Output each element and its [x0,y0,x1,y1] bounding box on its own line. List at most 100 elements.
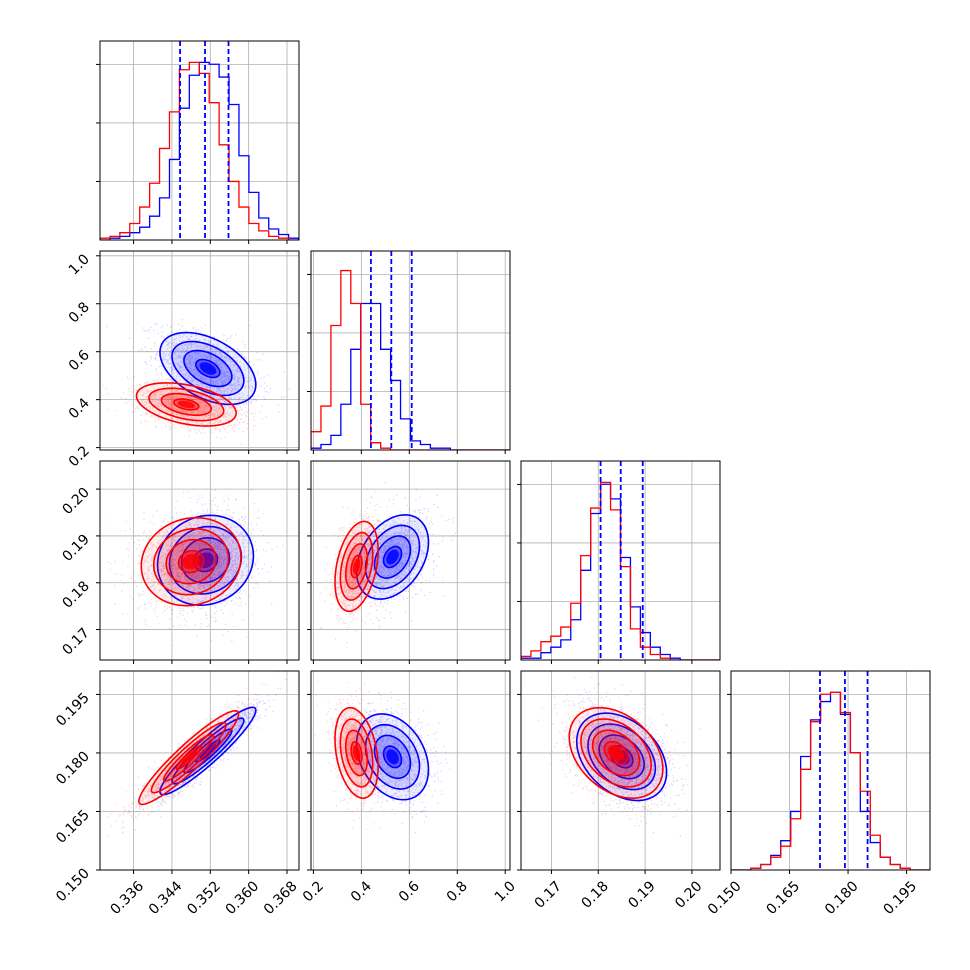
panel-frame [520,670,721,871]
x-tick-label: 0.8 [444,878,471,905]
contour-red [334,706,379,800]
contour-red [135,382,237,427]
contour-blue [183,728,233,774]
density-core-red [352,745,361,761]
x-tick-label: 0.165 [763,878,803,918]
x-tick-label: 0.344 [146,878,186,918]
contour-blue [195,358,221,379]
y-tick-label: 0.18 [59,578,92,611]
scatter-panel-1-0 [100,251,299,450]
histogram-red-series [100,61,299,240]
contour-red [177,549,205,574]
scatter-panel-3-1 [311,671,510,870]
y-tick-label: 0.17 [59,625,92,658]
histogram-blue-series [100,61,299,240]
contour-red [350,554,363,579]
contour-blue [168,525,243,595]
histogram-panel-3 [731,671,930,870]
x-tick-label: 0.368 [261,878,301,918]
x-tick-label: 0.180 [822,878,862,918]
contour-red [603,740,629,766]
contour-red [160,392,213,417]
panel-frame [99,250,300,451]
histogram-panel-2 [521,461,720,660]
y-tick-label: 0.19 [59,531,92,564]
contour-red [148,387,225,422]
panel-frame [310,670,511,871]
contour-blue [373,535,412,579]
contour-red [173,398,200,411]
x-tick-label: 0.336 [108,878,148,918]
x-tick-label: 0.360 [223,878,263,918]
density-core-red [179,749,198,766]
contour-red [140,516,242,607]
histogram-panel-0 [100,41,299,240]
scatter-panel-2-0 [100,461,299,660]
contour-red [339,718,374,788]
density-core-blue [386,749,399,765]
density-core-blue [386,549,399,565]
x-tick-label: 0.4 [348,878,375,905]
contour-red [350,740,363,766]
histogram-red-series [311,269,510,450]
x-tick-label: 0.150 [705,878,745,918]
contour-red [580,718,652,788]
panel-frame [520,460,721,661]
x-tick-label: 0.20 [672,878,705,911]
x-tick-label: 1.0 [492,878,519,905]
x-tick-label: 0.19 [625,878,658,911]
contour-blue [382,745,403,769]
contour-red [165,538,217,585]
density-core-red [182,553,200,570]
y-tick-label: 0.195 [53,690,93,730]
panel-frame [730,670,931,871]
contour-blue [183,349,233,388]
panel-frame [99,670,300,871]
contour-red [344,729,369,777]
y-tick-label: 0.6 [66,347,93,374]
y-tick-label: 0.4 [66,395,93,422]
contour-blue [171,340,245,397]
density-core-blue [197,552,214,569]
y-tick-label: 1.0 [66,251,93,278]
scatter-points-blue [326,691,451,834]
panel-frame [310,460,511,661]
histogram-blue-series [731,691,930,870]
contour-red [138,710,240,806]
y-tick-label: 0.20 [59,485,92,518]
contour-red [175,745,202,771]
contour-red [339,531,374,601]
panel-frame [99,460,300,661]
y-tick-label: 0.165 [53,807,93,847]
x-tick-label: 0.18 [579,878,612,911]
density-core-red [352,558,361,575]
histogram-blue-series [311,302,510,450]
contour-blue [156,514,255,607]
y-tick-label: 0.180 [53,748,93,788]
contour-red [152,527,230,596]
density-core-blue [199,362,217,375]
scatter-points-blue [106,319,290,432]
contour-blue [382,545,403,569]
contour-blue [373,734,412,780]
x-tick-label: 0.17 [532,878,565,911]
histogram-panel-1 [311,251,510,450]
density-core-red [607,745,625,761]
x-tick-label: 0.6 [396,878,423,905]
panel-frame [310,250,511,451]
x-tick-label: 0.352 [184,878,224,918]
y-tick-label: 0.150 [53,866,93,906]
contour-red [150,721,227,794]
scatter-panel-2-1 [311,461,510,660]
y-tick-label: 0.2 [66,443,93,470]
y-tick-label: 0.8 [66,299,93,326]
scatter-panel-3-0 [100,671,299,870]
contour-blue [355,713,430,801]
contour-red [162,733,215,782]
histogram-red-series [521,481,720,660]
contour-red [568,706,664,799]
contour-blue [180,536,231,584]
contour-red [344,543,369,590]
density-core-red [177,400,196,409]
